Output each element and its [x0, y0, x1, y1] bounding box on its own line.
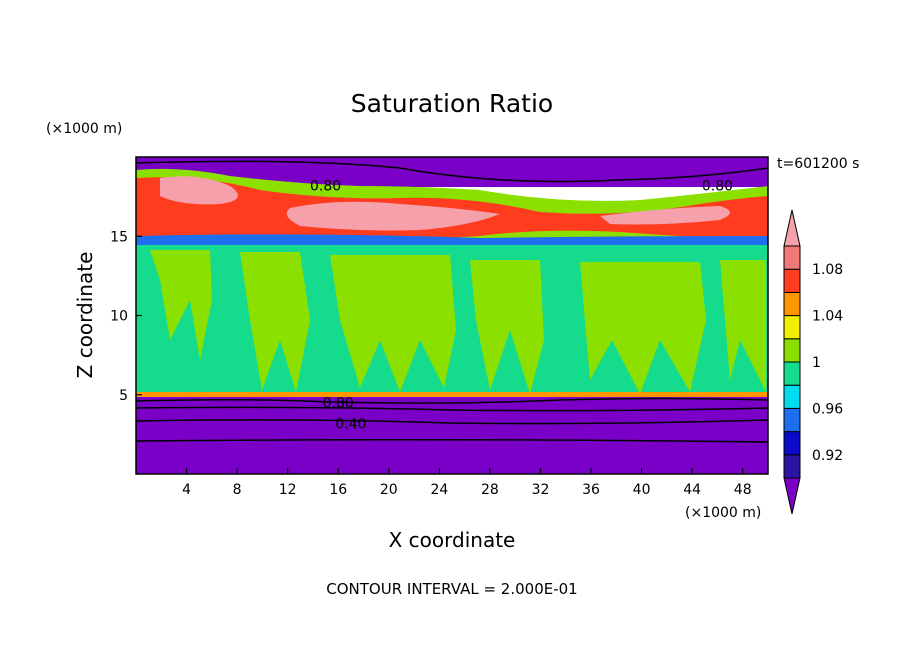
colorbar-swatch — [783, 384, 801, 409]
x-tick-label: 44 — [683, 482, 701, 498]
colorbar: 1.08 1.04 1 0.96 0.92 — [783, 209, 843, 515]
colorbar-tick-label: 0.92 — [812, 448, 843, 464]
y-tick-label: 10 — [110, 309, 128, 325]
colorbar-swatch — [783, 454, 801, 479]
colorbar-swatch — [783, 315, 801, 340]
colorbar-bottom-triangle — [783, 477, 801, 515]
x-tick-label: 8 — [233, 482, 242, 498]
y-axis-label: Z coordinate — [73, 252, 97, 379]
field-lower-dry — [136, 397, 768, 474]
x-tick-label: 36 — [582, 482, 600, 498]
colorbar-swatch — [783, 291, 801, 317]
colorbar-tick-label: 1.04 — [812, 309, 843, 325]
x-tick-label: 4 — [182, 482, 191, 498]
colorbar-tick-label: 1 — [812, 355, 821, 371]
field-surface-band — [136, 392, 768, 398]
x-tick-label: 40 — [633, 482, 651, 498]
colorbar-swatch — [783, 407, 801, 433]
y-axis: 5 10 15 — [110, 229, 142, 404]
colorbar-swatch — [783, 268, 801, 293]
field-green-plumes — [150, 250, 766, 394]
x-tick-label: 12 — [279, 482, 297, 498]
colorbar-swatch — [783, 361, 801, 386]
colorbar-tick-label: 1.08 — [812, 262, 843, 278]
x-tick-label: 48 — [734, 482, 752, 498]
field-anvil-pink — [160, 176, 730, 231]
y-unit-label: (×1000 m) — [46, 121, 122, 137]
colorbar-swatch — [783, 431, 801, 456]
contour-label: 0.80 — [310, 179, 341, 195]
plot-field — [135, 156, 769, 475]
contour-label: 0.80 — [702, 179, 733, 195]
x-tick-label: 32 — [532, 482, 550, 498]
colorbar-top-triangle — [783, 209, 801, 247]
colorbar-swatch — [783, 245, 801, 270]
x-axis-label: X coordinate — [389, 528, 516, 552]
field-anvil-blue — [136, 234, 768, 246]
colorbar-tick-label: 0.96 — [812, 401, 843, 417]
x-tick-label: 20 — [380, 482, 398, 498]
chart-title: Saturation Ratio — [351, 89, 553, 118]
contour-label: 0.40 — [335, 416, 366, 432]
contour-label: 0.80 — [323, 396, 354, 412]
x-axis: 4 8 12 16 20 24 28 32 36 40 44 48 — [182, 468, 752, 498]
contour-interval-footer: CONTOUR INTERVAL = 2.000E-01 — [326, 580, 577, 598]
y-tick-label: 5 — [119, 388, 128, 404]
x-tick-label: 16 — [329, 482, 347, 498]
time-label: t=601200 s — [777, 156, 859, 172]
x-tick-label: 28 — [481, 482, 499, 498]
x-tick-label: 24 — [430, 482, 448, 498]
x-unit-label: (×1000 m) — [685, 505, 761, 521]
colorbar-swatch — [783, 338, 801, 363]
contour-lines — [135, 160, 769, 443]
contour-label-layer: 0.80 0.80 0.80 0.40 — [310, 179, 733, 433]
y-tick-label: 15 — [110, 229, 128, 245]
